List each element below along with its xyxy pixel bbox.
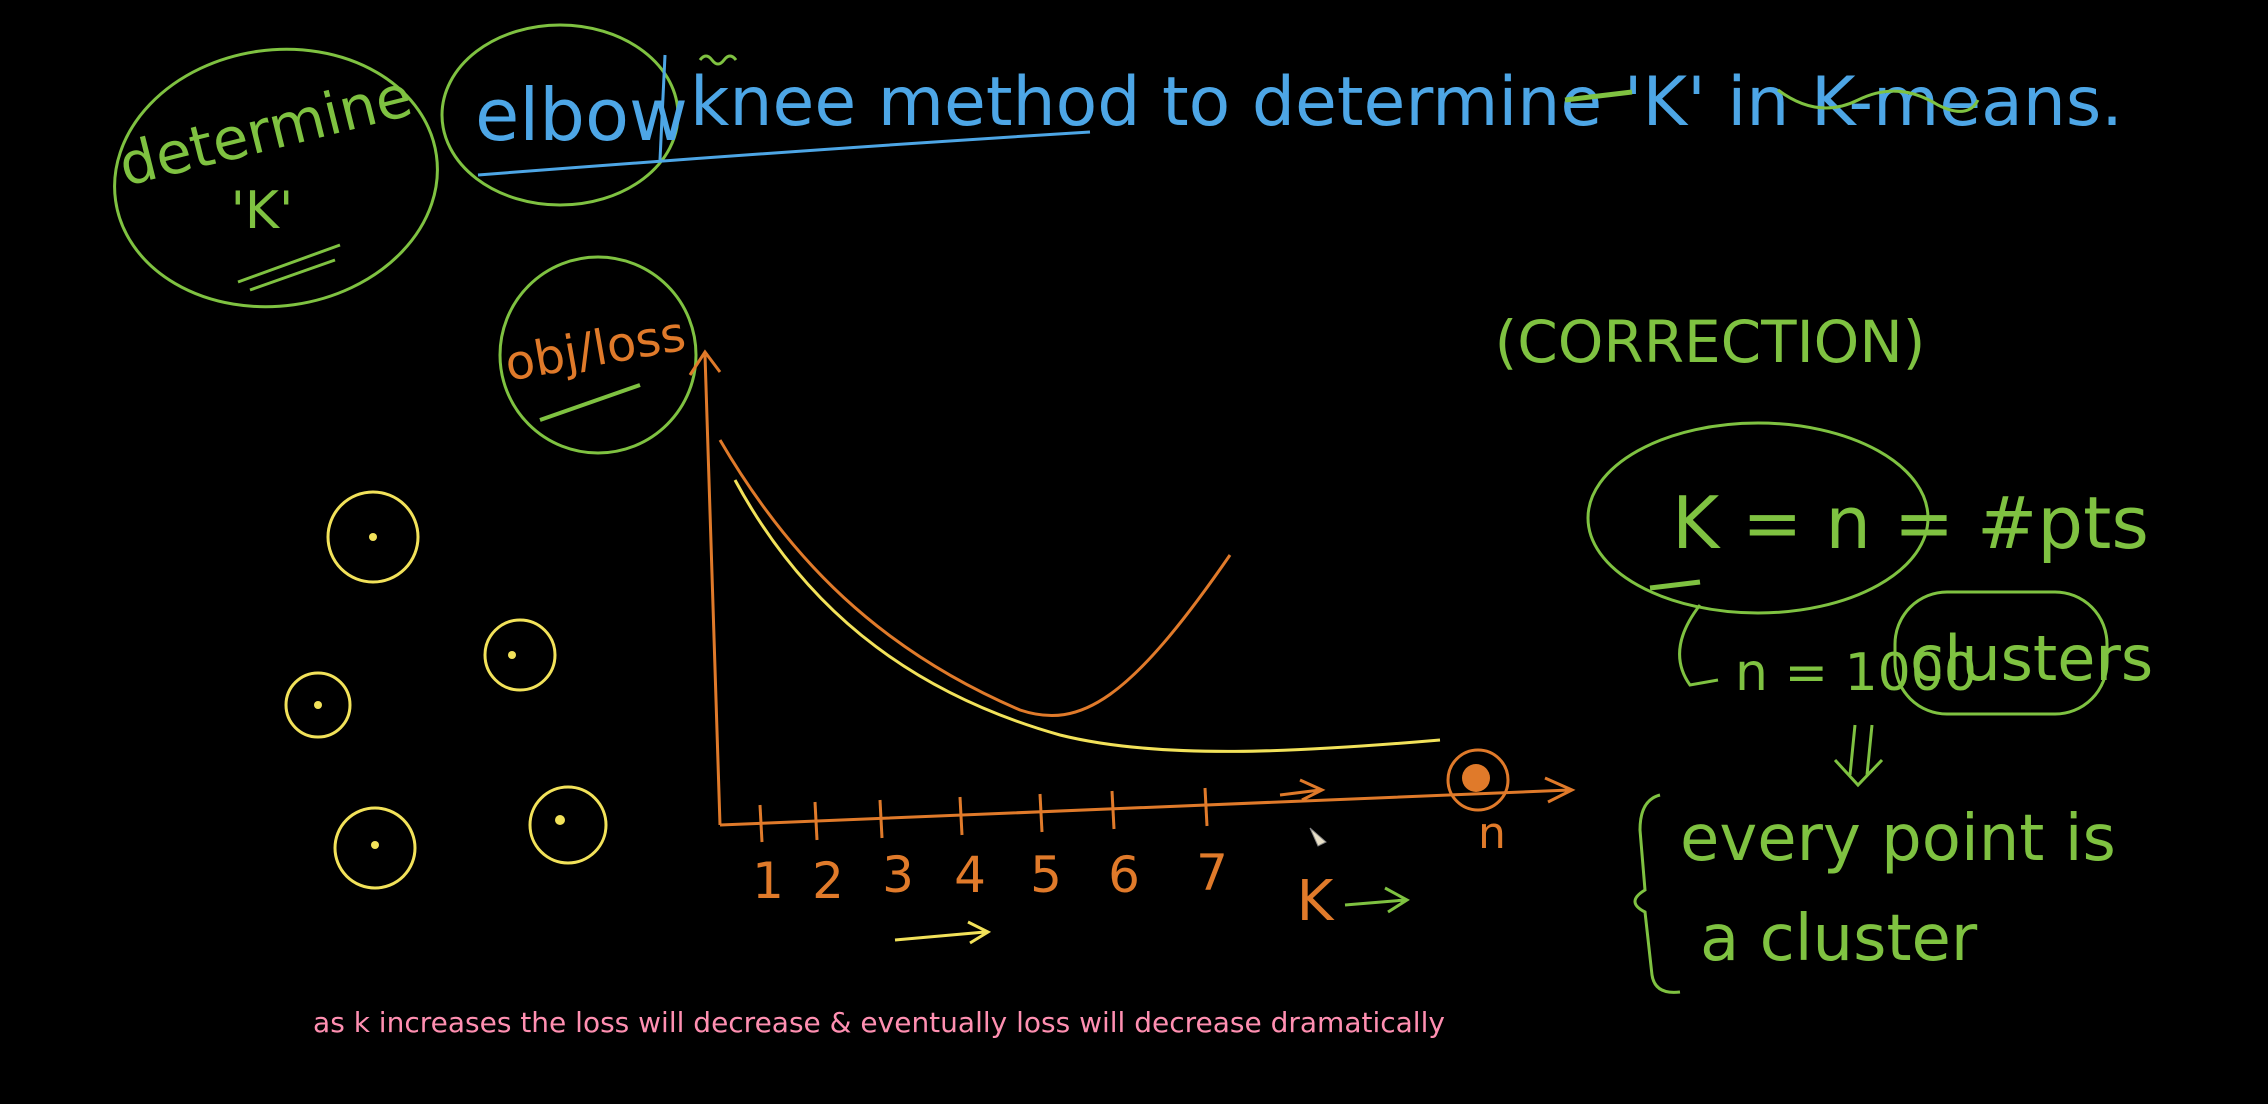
determine-k-circle — [113, 47, 439, 309]
equation: K = n = #pts — [1672, 481, 2149, 565]
x-axis — [719, 776, 1576, 827]
loss-underline — [539, 383, 641, 422]
kmeans-underline — [1777, 88, 1980, 113]
x-axis-inner-arrow — [1279, 778, 1326, 802]
title-rest: knee method to determine 'K' in K-means. — [690, 63, 2123, 142]
loss-curve-orange — [718, 439, 1232, 718]
loss-curve-yellow — [733, 479, 1441, 753]
title-line: elbow knee method to determine 'K' in K-… — [440, 23, 2123, 207]
data-point-centers — [314, 533, 565, 849]
implies-arrow — [1833, 724, 1884, 788]
n-arrow — [1678, 604, 1719, 687]
correction-title: (CORRECTION) — [1495, 308, 1926, 376]
brace — [1633, 793, 1681, 994]
tick-label: 6 — [1108, 846, 1140, 904]
x-axis-label: K — [1297, 869, 1335, 934]
k-label: 'K' — [231, 181, 294, 241]
tick-label: 5 — [1030, 846, 1062, 904]
conclusion-line-2: a cluster — [1700, 902, 1978, 976]
tick-label: 1 — [752, 852, 784, 910]
clusters-word: clusters — [1910, 622, 2153, 695]
k-title-underline — [1564, 89, 1633, 103]
k-underline — [237, 243, 341, 292]
n-marker-circle — [1446, 748, 1510, 812]
tick-label: 3 — [882, 846, 914, 904]
x-ticks — [758, 787, 1209, 843]
elbow-circle — [440, 23, 680, 207]
n-marker-label: n — [1478, 808, 1506, 859]
tick-label: 2 — [812, 852, 844, 910]
conclusion-line-1: every point is — [1680, 802, 2116, 876]
title-underline — [477, 130, 1091, 177]
slash — [658, 54, 667, 161]
correction-note: (CORRECTION) K = n = #pts n = 1000 clust… — [1495, 308, 2153, 994]
equation-circle — [1586, 421, 1930, 615]
n-marker-dot — [1462, 764, 1490, 792]
equation-underline — [1649, 579, 1701, 591]
knee-squiggle — [698, 54, 738, 66]
pen-cursor-icon — [1309, 827, 1327, 847]
clusters-box — [1893, 590, 2109, 716]
k-arrow — [1344, 886, 1410, 914]
y-axis — [688, 349, 722, 826]
increase-arrow — [894, 920, 992, 945]
data-points — [284, 490, 608, 890]
loss-label-circle — [498, 255, 698, 455]
n-value: n = 1000 — [1735, 643, 1977, 703]
elbow-word: elbow — [475, 73, 688, 157]
tick-label: 7 — [1196, 844, 1228, 902]
caption: as k increases the loss will decrease & … — [313, 1006, 1445, 1039]
tick-label: 4 — [954, 846, 986, 904]
